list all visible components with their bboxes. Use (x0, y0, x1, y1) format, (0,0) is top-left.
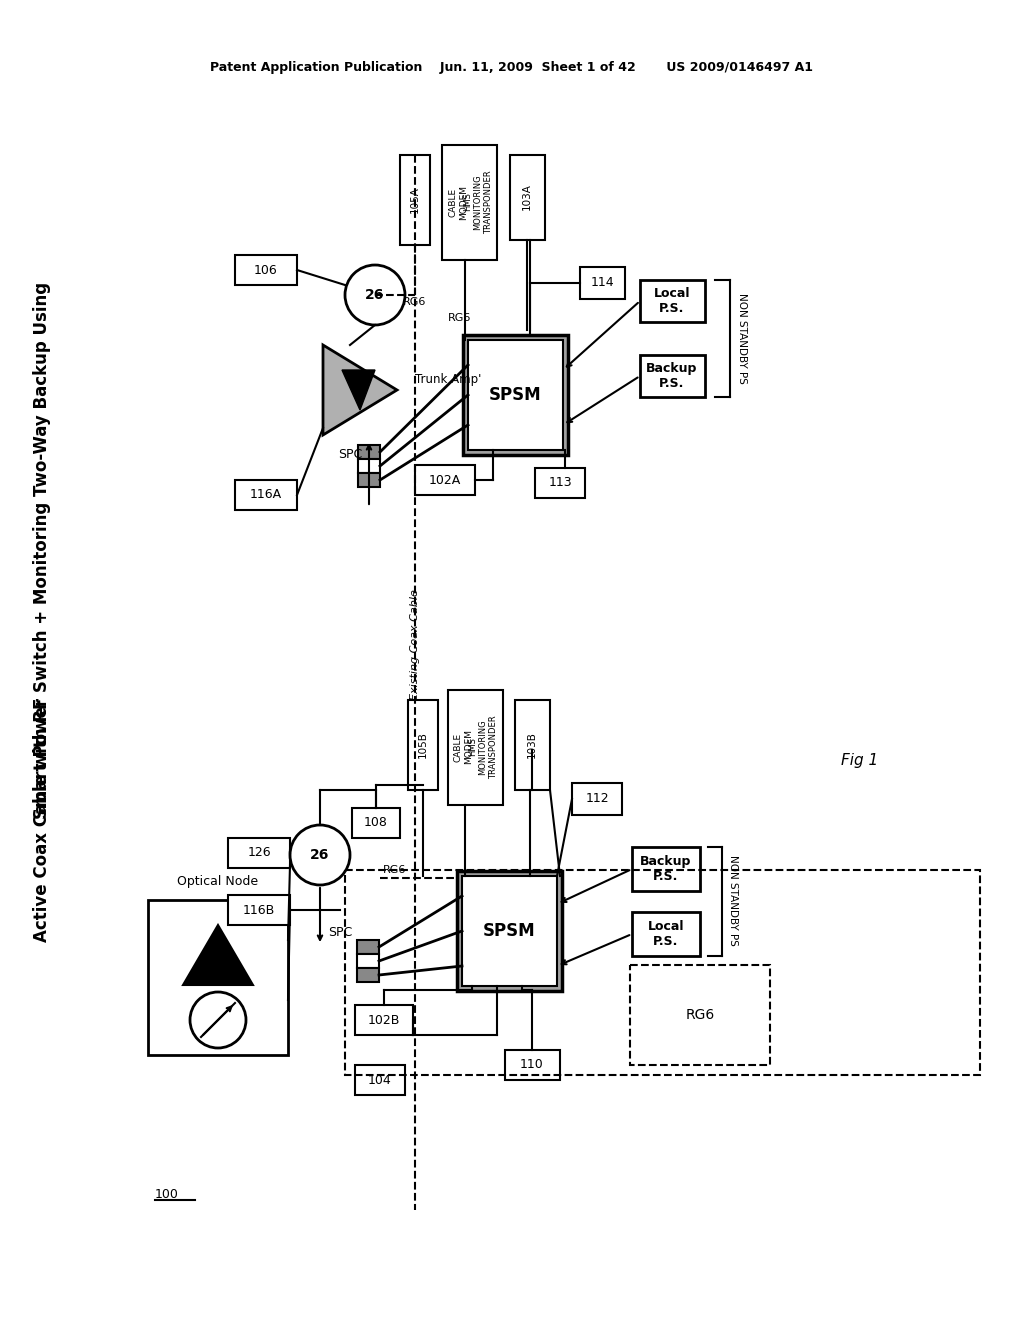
Bar (463, 335, 568, 455)
Bar (358, 459, 380, 473)
Bar (345, 870, 980, 1074)
Text: NON STANDBY PS: NON STANDBY PS (737, 293, 746, 383)
Bar (352, 808, 400, 838)
Bar (357, 968, 379, 982)
Bar (355, 1005, 413, 1035)
Bar (580, 267, 625, 300)
Bar (510, 154, 545, 240)
Bar (630, 965, 770, 1065)
Text: Fig 1: Fig 1 (842, 752, 879, 767)
Text: 100: 100 (155, 1188, 179, 1201)
Text: Optical Node: Optical Node (177, 875, 259, 888)
Bar (632, 847, 700, 891)
Bar (228, 895, 290, 925)
Text: 26: 26 (310, 847, 330, 862)
Text: 103A: 103A (522, 183, 532, 210)
Text: 114: 114 (590, 276, 613, 289)
Text: 104: 104 (368, 1073, 392, 1086)
Text: Local
P.S.: Local P.S. (648, 920, 684, 948)
Bar (505, 1049, 560, 1080)
Bar (357, 940, 379, 954)
Text: Active Coax Cable with RF: Active Coax Cable with RF (33, 698, 51, 942)
Bar (234, 480, 297, 510)
Text: 116B: 116B (243, 903, 275, 916)
Text: 108: 108 (365, 817, 388, 829)
Bar (632, 912, 700, 956)
Text: RG6: RG6 (403, 297, 427, 308)
Text: Local
P.S.: Local P.S. (653, 286, 690, 315)
Text: 112: 112 (585, 792, 609, 805)
Text: Patent Application Publication    Jun. 11, 2009  Sheet 1 of 42       US 2009/014: Patent Application Publication Jun. 11, … (211, 62, 813, 74)
Text: 26: 26 (366, 288, 385, 302)
Text: 102B: 102B (368, 1014, 400, 1027)
Bar (358, 473, 380, 487)
Bar (400, 154, 430, 246)
Bar (457, 871, 562, 991)
Text: SPC: SPC (328, 925, 352, 939)
Text: 126: 126 (247, 846, 270, 859)
Text: Trunk Amp': Trunk Amp' (415, 374, 481, 387)
Text: 106: 106 (254, 264, 278, 276)
Text: 102A: 102A (429, 474, 461, 487)
Polygon shape (342, 370, 375, 411)
Bar (234, 255, 297, 285)
Bar (408, 700, 438, 789)
Text: SPC: SPC (338, 449, 362, 462)
Polygon shape (183, 925, 253, 985)
Text: Backup
P.S.: Backup P.S. (646, 362, 697, 389)
Text: 105B: 105B (418, 731, 428, 759)
Text: 116A: 116A (250, 488, 282, 502)
Bar (355, 1065, 406, 1096)
Bar (442, 145, 497, 260)
Text: SPSM: SPSM (482, 921, 536, 940)
Text: CABLE
MODEM: CABLE MODEM (449, 185, 468, 219)
Text: 103B: 103B (527, 731, 537, 759)
Bar (462, 876, 557, 986)
Bar (468, 341, 563, 450)
Text: NON STANDBY PS: NON STANDBY PS (728, 854, 738, 945)
Bar (535, 469, 585, 498)
Text: RG6: RG6 (449, 313, 472, 323)
Text: CABLE
MODEM: CABLE MODEM (454, 730, 473, 764)
Bar (228, 838, 290, 869)
Text: 105A: 105A (410, 186, 420, 214)
Text: 110: 110 (520, 1059, 544, 1072)
Bar (572, 783, 622, 814)
Bar (357, 954, 379, 968)
Bar (449, 690, 503, 805)
Bar (515, 700, 550, 789)
Bar (415, 465, 475, 495)
Text: Backup
P.S.: Backup P.S. (640, 855, 691, 883)
Bar (148, 900, 288, 1055)
Text: RG6: RG6 (685, 1008, 715, 1022)
Text: HMS
MONITORING
TRANSPONDER: HMS MONITORING TRANSPONDER (468, 715, 498, 779)
Bar (358, 445, 380, 459)
Polygon shape (323, 345, 397, 436)
Text: RG6: RG6 (383, 865, 407, 875)
Bar (640, 280, 705, 322)
Text: HMS
MONITORING
TRANSPONDER: HMS MONITORING TRANSPONDER (463, 170, 493, 234)
Text: Smart Power Switch + Monitoring Two-Way Backup Using: Smart Power Switch + Monitoring Two-Way … (33, 281, 51, 818)
Text: Existing Coax Cable: Existing Coax Cable (410, 590, 420, 701)
Text: 113: 113 (548, 477, 571, 490)
Text: SPSM: SPSM (488, 385, 542, 404)
Bar (640, 355, 705, 397)
